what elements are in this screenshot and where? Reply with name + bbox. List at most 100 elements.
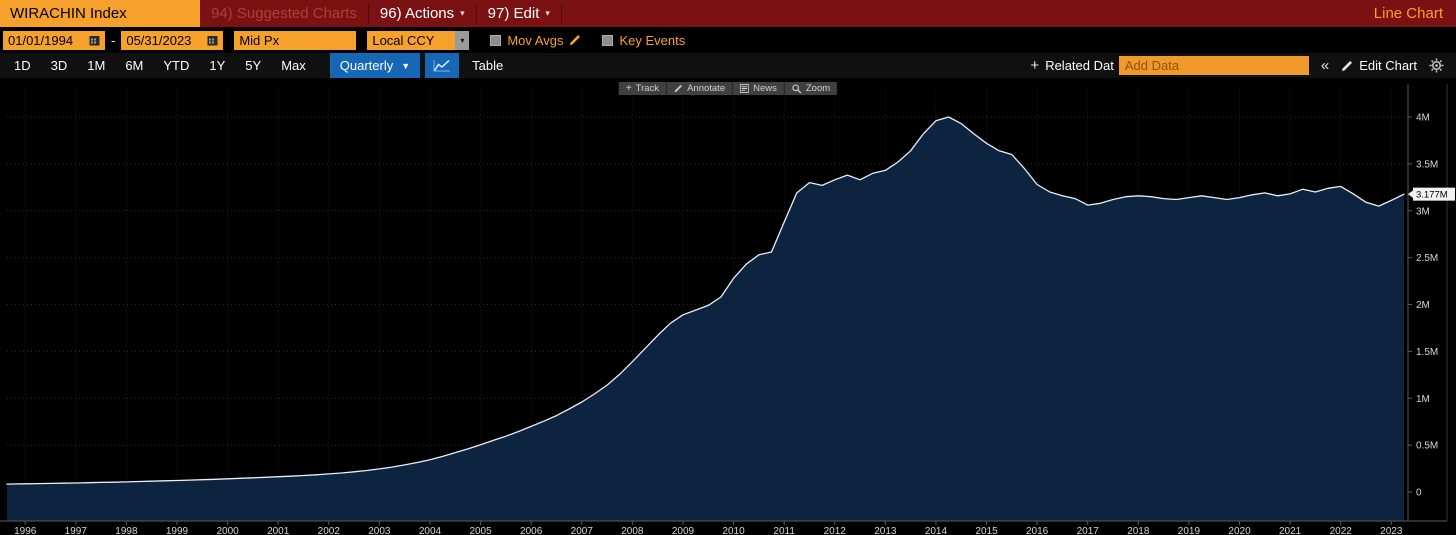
mov-avgs-toggle[interactable]: Mov Avgs: [490, 33, 581, 48]
svg-text:1.5M: 1.5M: [1416, 347, 1438, 358]
svg-text:2002: 2002: [318, 526, 341, 535]
titlebar-spacer: [562, 0, 1361, 27]
svg-text:1999: 1999: [166, 526, 189, 535]
mov-avgs-checkbox[interactable]: [490, 34, 502, 46]
svg-text:2008: 2008: [621, 526, 644, 535]
svg-text:2021: 2021: [1279, 526, 1302, 535]
svg-text:1997: 1997: [65, 526, 88, 535]
range-max-button[interactable]: Max: [281, 58, 306, 73]
price-source-field[interactable]: Mid Px: [234, 30, 357, 50]
double-chevron-left-icon: «: [1320, 57, 1330, 74]
period-toolbar: 1D 3D 1M 6M YTD 1Y 5Y Max Quarterly ▼ Ta…: [0, 53, 1456, 78]
range-5y-button[interactable]: 5Y: [245, 58, 262, 73]
start-date-field[interactable]: 01/01/1994: [3, 30, 105, 50]
zoom-button[interactable]: Zoom: [784, 82, 838, 95]
edit-chart-label: Edit Chart: [1359, 58, 1417, 73]
svg-text:2010: 2010: [722, 526, 745, 535]
svg-text:3.5M: 3.5M: [1416, 159, 1438, 170]
svg-text:2012: 2012: [824, 526, 847, 535]
svg-text:4M: 4M: [1416, 113, 1430, 124]
titlebar: WIRACHIN Index 94) Suggested Charts 96) …: [0, 0, 1456, 27]
pencil-icon: [570, 35, 581, 45]
range-1y-button[interactable]: 1Y: [209, 58, 226, 73]
svg-text:2009: 2009: [672, 526, 695, 535]
chart-area[interactable]: + Track Annotate News Zoom 4M 3.5M 3M 2.5M 2…: [0, 78, 1456, 535]
svg-text:0: 0: [1416, 488, 1422, 499]
svg-text:0.5M: 0.5M: [1416, 441, 1438, 452]
svg-text:2017: 2017: [1077, 526, 1100, 535]
calendar-icon: [207, 35, 218, 45]
field-toolbar: 01/01/1994 - 05/31/2023 Mid Px Local CCY…: [0, 27, 1456, 53]
range-ytd-button[interactable]: YTD: [163, 58, 190, 73]
related-data-button[interactable]: + Related Dat: [1030, 53, 1113, 78]
range-6m-button[interactable]: 6M: [125, 58, 144, 73]
chart-mini-toolbar: + Track Annotate News Zoom: [618, 82, 838, 95]
menu-actions[interactable]: 96) Actions ▾: [369, 0, 476, 27]
news-icon: [740, 84, 750, 93]
svg-text:2022: 2022: [1330, 526, 1353, 535]
end-date-field[interactable]: 05/31/2023: [121, 30, 224, 50]
mov-avgs-label: Mov Avgs: [507, 32, 564, 48]
track-button[interactable]: + Track: [618, 82, 667, 95]
price-area-chart[interactable]: 4M 3.5M 3M 2.5M 2M 1.5M 1M 0.5M 0 1996 1997 1998 199…: [0, 78, 1456, 535]
svg-text:1998: 1998: [115, 526, 138, 535]
range-1d-button[interactable]: 1D: [14, 58, 31, 73]
currency-dropdown-button[interactable]: ▾: [455, 30, 470, 50]
magnifier-icon: [792, 83, 802, 94]
key-events-checkbox[interactable]: [602, 34, 614, 46]
date-range-dash: -: [111, 32, 116, 48]
titlebar-divider: [367, 3, 369, 24]
svg-text:2020: 2020: [1228, 526, 1251, 535]
key-events-toggle[interactable]: Key Events: [602, 33, 685, 48]
svg-text:1M: 1M: [1416, 394, 1430, 405]
pencil-icon: [1342, 60, 1353, 71]
svg-text:2016: 2016: [1026, 526, 1049, 535]
chevron-down-icon: ▼: [401, 60, 411, 71]
menu-suggested-charts[interactable]: 94) Suggested Charts: [211, 5, 357, 22]
svg-text:2007: 2007: [571, 526, 594, 535]
line-chart-icon: [433, 59, 451, 72]
svg-text:2018: 2018: [1127, 526, 1150, 535]
track-plus-icon: +: [625, 82, 632, 94]
currency-field[interactable]: Local CCY: [367, 30, 456, 50]
start-date-value: 01/01/1994: [8, 32, 74, 48]
chart-type-label: Line Chart: [1373, 5, 1443, 22]
edit-chart-button[interactable]: Edit Chart: [1341, 53, 1417, 78]
currency-group: Local CCY ▾: [367, 30, 470, 50]
svg-text:2015: 2015: [975, 526, 998, 535]
chart-settings-button[interactable]: [1429, 53, 1444, 78]
menu-edit[interactable]: 97) Edit ▾: [477, 0, 561, 27]
menu-actions-label: 96) Actions: [379, 5, 455, 22]
calendar-icon: [89, 35, 100, 45]
collapse-panel-button[interactable]: «: [1309, 53, 1341, 78]
range-3d-button[interactable]: 3D: [50, 58, 68, 73]
svg-text:2019: 2019: [1178, 526, 1201, 535]
svg-text:3.177M: 3.177M: [1416, 190, 1448, 201]
news-button[interactable]: News: [733, 82, 784, 95]
svg-text:2013: 2013: [874, 526, 897, 535]
svg-text:2005: 2005: [469, 526, 492, 535]
svg-text:2M: 2M: [1416, 300, 1430, 311]
svg-text:2001: 2001: [267, 526, 290, 535]
svg-text:2004: 2004: [419, 526, 442, 535]
pencil-icon: [674, 84, 683, 93]
titlebar-divider: [560, 3, 562, 24]
periodbar-spacer: [516, 53, 1030, 78]
annotate-button[interactable]: Annotate: [667, 82, 733, 95]
ticker-security-field[interactable]: WIRACHIN Index: [0, 0, 200, 27]
table-view-button[interactable]: Table: [472, 58, 504, 73]
zoom-label: Zoom: [805, 83, 831, 94]
frequency-dropdown[interactable]: Quarterly ▼: [329, 53, 421, 78]
frequency-label: Quarterly: [339, 58, 394, 73]
svg-text:2.5M: 2.5M: [1416, 253, 1438, 264]
range-1m-button[interactable]: 1M: [87, 58, 106, 73]
menu-edit-label: 97) Edit: [487, 5, 540, 22]
plus-icon: +: [1030, 57, 1040, 74]
svg-text:2000: 2000: [216, 526, 239, 535]
svg-text:2003: 2003: [368, 526, 391, 535]
news-label: News: [753, 83, 777, 94]
chevron-down-icon: ▾: [545, 8, 550, 18]
line-chart-type-button[interactable]: [425, 53, 460, 78]
track-label: Track: [635, 83, 660, 94]
add-data-input[interactable]: [1118, 56, 1309, 75]
